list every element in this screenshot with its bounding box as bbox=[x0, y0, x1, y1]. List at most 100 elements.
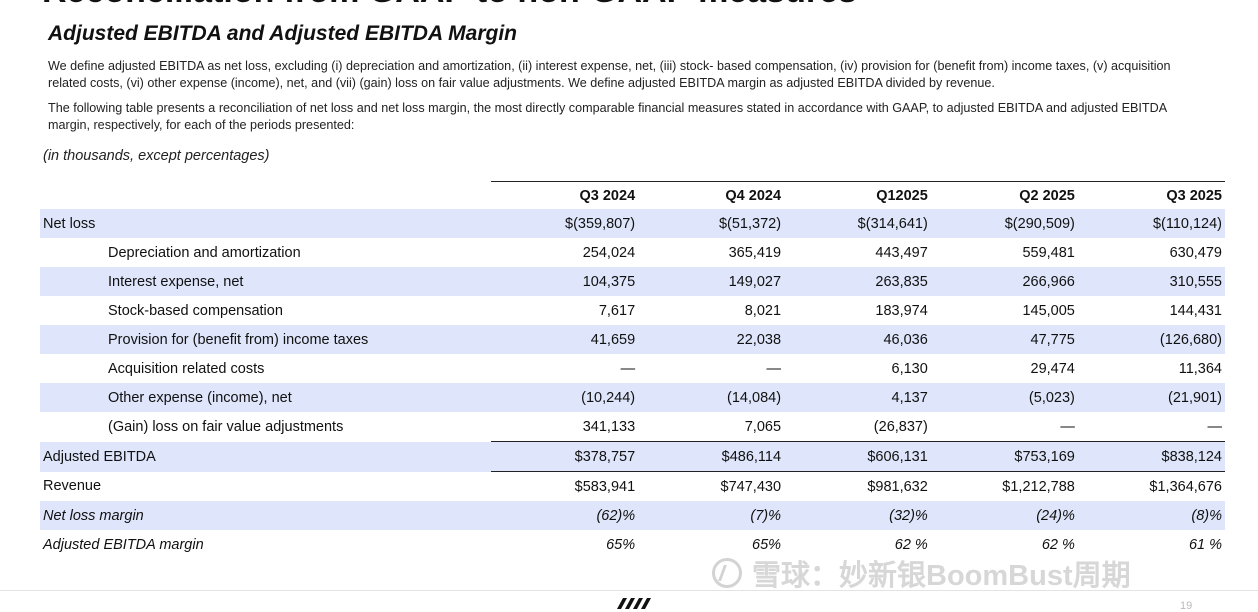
table-cell: $(290,509) bbox=[930, 209, 1078, 238]
table-cell: 104,375 bbox=[491, 267, 639, 296]
table-cell: — bbox=[1060, 418, 1075, 435]
table-cell: (26,837) bbox=[873, 418, 928, 435]
table-cell: 145,005 bbox=[1022, 302, 1075, 319]
table-cell: $606,131 bbox=[784, 441, 931, 472]
table-row-net-loss: Net loss $(359,807) $(51,372) $(314,641)… bbox=[40, 209, 1225, 238]
table-cell: 443,497 bbox=[875, 244, 928, 261]
row-label: Net loss bbox=[40, 209, 492, 238]
table-cell: $(359,807) bbox=[491, 209, 639, 238]
table-cell: 559,481 bbox=[1022, 244, 1075, 261]
row-label: Other expense (income), net bbox=[40, 383, 492, 412]
table-cell: (7)% bbox=[638, 501, 785, 530]
table-cell: 65% bbox=[752, 536, 782, 553]
table-cell: (14,084) bbox=[638, 383, 785, 412]
page-heading-clipped: Reconciliation from GAAP to non-GAAP mea… bbox=[0, 0, 1258, 10]
row-label: Depreciation and amortization bbox=[108, 244, 301, 261]
table-header-row: Q3 2024 Q4 2024 Q12025 Q2 2025 Q3 2025 bbox=[40, 181, 1225, 210]
table-cell: $747,430 bbox=[720, 478, 782, 495]
row-label: Interest expense, net bbox=[40, 267, 492, 296]
table-cell: — bbox=[620, 360, 636, 377]
table-row-stock-comp: Stock-based compensation 7,617 8,021 183… bbox=[40, 296, 1225, 325]
table-cell: 22,038 bbox=[638, 325, 785, 354]
table-cell: 149,027 bbox=[638, 267, 785, 296]
table-cell: 266,966 bbox=[930, 267, 1078, 296]
table-cell: $583,941 bbox=[574, 478, 636, 495]
table-cell: $(110,124) bbox=[1077, 209, 1225, 238]
column-header: Q3 2024 bbox=[491, 181, 639, 209]
units-note: (in thousands, except percentages) bbox=[43, 148, 270, 164]
section-title: Adjusted EBITDA and Adjusted EBITDA Marg… bbox=[48, 22, 518, 45]
row-label: (Gain) loss on fair value adjustments bbox=[108, 418, 344, 435]
row-label: Adjusted EBITDA margin bbox=[43, 536, 204, 553]
table-cell: (21,901) bbox=[1077, 383, 1225, 412]
snowball-logo-icon bbox=[712, 558, 742, 588]
table-cell: 8,021 bbox=[744, 302, 782, 319]
table-row-adjusted-ebitda-margin: Adjusted EBITDA margin 65% 65% 62 % 62 %… bbox=[40, 530, 1225, 559]
row-label: Net loss margin bbox=[40, 501, 492, 530]
table-cell: (10,244) bbox=[491, 383, 639, 412]
column-header: Q2 2025 bbox=[930, 181, 1078, 209]
watermark-text: 雪球：妙新银BoomBust周期 bbox=[752, 560, 1131, 592]
row-label: Stock-based compensation bbox=[108, 302, 283, 319]
table-cell: 6,130 bbox=[891, 360, 928, 377]
table-cell: 62 % bbox=[1041, 536, 1075, 553]
table-cell: (8)% bbox=[1077, 501, 1225, 530]
table-cell: $(51,372) bbox=[638, 209, 785, 238]
table-row-acquisition-costs: Acquisition related costs — — 6,130 29,4… bbox=[40, 354, 1225, 383]
table-row-depreciation: Depreciation and amortization 254,024 36… bbox=[40, 238, 1225, 267]
table-row-other-expense: Other expense (income), net (10,244) (14… bbox=[40, 383, 1225, 412]
table-cell: 7,065 bbox=[744, 418, 782, 435]
row-label: Acquisition related costs bbox=[108, 360, 265, 377]
table-cell: 341,133 bbox=[582, 418, 636, 435]
table-row-interest-expense: Interest expense, net 104,375 149,027 26… bbox=[40, 267, 1225, 296]
table-cell: 7,617 bbox=[598, 302, 636, 319]
table-cell: 65% bbox=[606, 536, 636, 553]
table-cell: 46,036 bbox=[784, 325, 931, 354]
table-cell: 61 % bbox=[1188, 536, 1222, 553]
table-cell: 310,555 bbox=[1077, 267, 1225, 296]
table-cell: $(314,641) bbox=[784, 209, 931, 238]
reconciliation-table: Q3 2024 Q4 2024 Q12025 Q2 2025 Q3 2025 N… bbox=[40, 181, 1225, 559]
reconciliation-intro-paragraph: The following table presents a reconcili… bbox=[48, 101, 1167, 132]
row-label: Provision for (benefit from) income taxe… bbox=[40, 325, 492, 354]
table-row-net-loss-margin: Net loss margin (62)% (7)% (32)% (24)% (… bbox=[40, 501, 1225, 530]
table-cell: 11,364 bbox=[1178, 360, 1222, 377]
table-cell: 630,479 bbox=[1169, 244, 1222, 261]
table-cell: $1,212,788 bbox=[1002, 478, 1075, 495]
table-cell: 29,474 bbox=[1030, 360, 1075, 377]
table-cell: $838,124 bbox=[1077, 441, 1225, 472]
table-row-income-taxes: Provision for (benefit from) income taxe… bbox=[40, 325, 1225, 354]
watermark: 雪球：妙新银BoomBust周期 bbox=[712, 552, 1131, 594]
table-cell: $1,364,676 bbox=[1149, 478, 1222, 495]
table-cell: — bbox=[1207, 418, 1223, 435]
table-cell: $378,757 bbox=[491, 441, 639, 472]
table-cell: (32)% bbox=[784, 501, 931, 530]
column-header: Q12025 bbox=[784, 181, 931, 209]
row-label: Adjusted EBITDA bbox=[40, 441, 492, 472]
column-header: Q3 2025 bbox=[1077, 181, 1225, 209]
table-cell: 365,419 bbox=[728, 244, 782, 261]
table-cell: 263,835 bbox=[784, 267, 931, 296]
table-cell: 41,659 bbox=[491, 325, 639, 354]
table-cell: (62)% bbox=[491, 501, 639, 530]
table-row-fair-value: (Gain) loss on fair value adjustments 34… bbox=[40, 412, 1225, 442]
table-cell: 254,024 bbox=[582, 244, 636, 261]
table-cell: (24)% bbox=[930, 501, 1078, 530]
column-header: Q4 2024 bbox=[638, 181, 785, 209]
header-blank-cell bbox=[40, 182, 491, 210]
table-cell: — bbox=[766, 360, 782, 377]
table-cell: 183,974 bbox=[875, 302, 928, 319]
table-cell: 62 % bbox=[894, 536, 928, 553]
table-cell: (5,023) bbox=[930, 383, 1078, 412]
company-logo-icon bbox=[617, 598, 651, 609]
table-cell: 47,775 bbox=[930, 325, 1078, 354]
table-cell: 144,431 bbox=[1169, 302, 1222, 319]
table-cell: (126,680) bbox=[1077, 325, 1225, 354]
table-row-revenue: Revenue $583,941 $747,430 $981,632 $1,21… bbox=[40, 472, 1225, 502]
definition-paragraph: We define adjusted EBITDA as net loss, e… bbox=[48, 59, 1171, 90]
table-cell: $981,632 bbox=[867, 478, 928, 495]
table-row-adjusted-ebitda: Adjusted EBITDA $378,757 $486,114 $606,1… bbox=[40, 441, 1225, 472]
page-number: 19 bbox=[1180, 600, 1193, 612]
row-label: Revenue bbox=[43, 478, 102, 495]
table-cell: 4,137 bbox=[784, 383, 931, 412]
